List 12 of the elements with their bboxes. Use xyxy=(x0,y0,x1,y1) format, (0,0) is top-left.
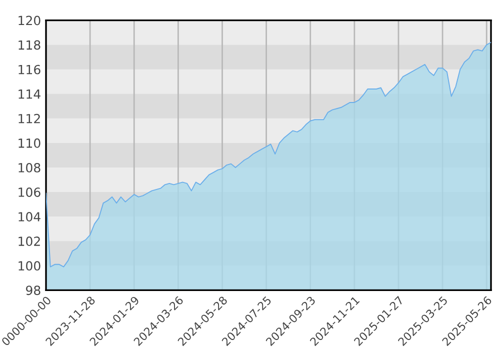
y-tick-label: 112 xyxy=(18,114,40,124)
y-tick-label: 120 xyxy=(18,16,40,26)
y-tick-label: 100 xyxy=(18,261,40,271)
y-tick-label: 108 xyxy=(18,162,40,172)
y-tick-label: 102 xyxy=(18,236,40,246)
y-tick-label: 98 xyxy=(26,286,40,296)
y-tick-label: 116 xyxy=(18,64,40,74)
y-tick-label: 114 xyxy=(18,90,40,99)
y-tick-label: 106 xyxy=(18,187,40,197)
y-tick-label: 110 xyxy=(18,138,40,148)
y-tick-label: 104 xyxy=(18,212,40,222)
y-tick-label: 118 xyxy=(18,40,40,50)
